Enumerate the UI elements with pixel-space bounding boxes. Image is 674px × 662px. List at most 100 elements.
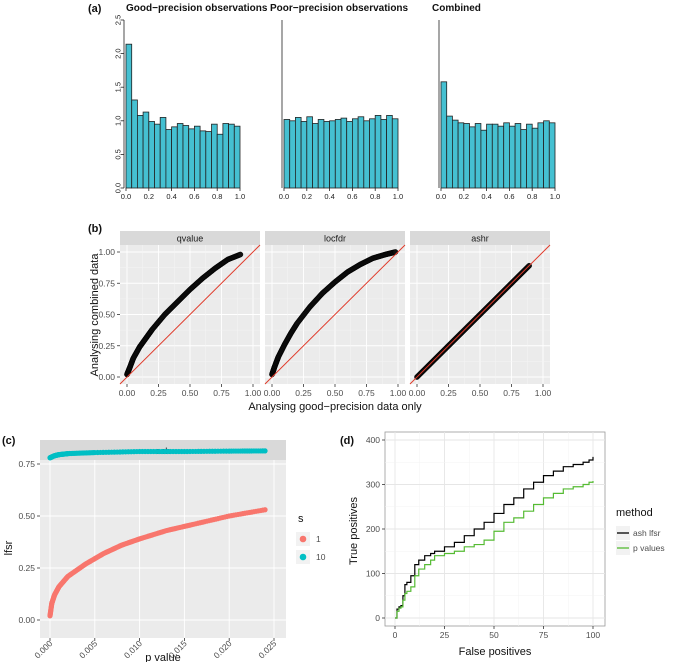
- scatter-point-s1: [262, 507, 268, 513]
- histogram-bar: [520, 129, 527, 189]
- x-tick-label: 0.50: [327, 388, 344, 398]
- histogram-bar: [312, 123, 319, 189]
- facet-strip-label: locfdr: [324, 234, 346, 244]
- y-tick-label: 1.0: [114, 116, 123, 126]
- x-tick-label: 1.0: [550, 192, 560, 201]
- y-axis-title: Analysing combined data: [89, 253, 101, 377]
- histogram-bar: [548, 122, 556, 189]
- x-tick-label: 0.2: [459, 192, 469, 201]
- histogram-bar: [294, 117, 302, 189]
- histogram-bar: [216, 133, 224, 189]
- x-tick-label: 0: [393, 630, 398, 640]
- histogram-bar: [497, 125, 505, 189]
- x-tick-label: 0.50: [472, 388, 489, 398]
- x-tick-label: 1.00: [245, 388, 262, 398]
- x-tick-label: 0.6: [189, 192, 199, 201]
- y-tick-label: 2.5: [114, 15, 123, 25]
- x-tick-label: 0.25: [440, 388, 457, 398]
- x-tick-label: 1.0: [235, 192, 245, 201]
- x-tick-label: 0.010: [122, 638, 144, 660]
- y-tick-label: 0.00: [98, 372, 115, 382]
- x-tick-label: 100: [586, 630, 600, 640]
- x-axis-title: p value: [145, 652, 180, 662]
- panel-d-roc-plot: 0 100 200 300 400 0 25 50 75 100 False positives Tr…: [348, 431, 665, 658]
- histogram-bar: [188, 128, 195, 189]
- histogram-bar: [537, 122, 545, 189]
- y-tick-label: 1.5: [114, 82, 123, 92]
- histogram-bar: [446, 115, 453, 189]
- legend-label: p values: [633, 543, 665, 553]
- y-tick-label: 300: [366, 480, 380, 490]
- x-tick-label: 1.00: [535, 388, 552, 398]
- reference-line-y-equals-x: [409, 244, 551, 385]
- histogram-title-1: Good−precision observations: [126, 3, 268, 14]
- x-tick-label: 0.6: [347, 192, 357, 201]
- x-tick-label: 0.75: [213, 388, 230, 398]
- scatter-point: [237, 251, 244, 258]
- histogram-bar: [199, 130, 207, 189]
- x-tick-label: 0.8: [370, 192, 380, 201]
- x-tick-label: 0.25: [295, 388, 312, 398]
- legend-key-dot: [299, 535, 307, 543]
- histogram-bar: [508, 125, 516, 189]
- histogram-title-2: Poor−precision observations: [270, 3, 409, 14]
- panel-label-c: (c): [2, 435, 16, 447]
- panel-a-histograms: Good−precision observations 0.0 0.2 0.4 0.6 0…: [114, 3, 561, 201]
- histogram-bar: [457, 122, 465, 189]
- x-tick-label: 0.4: [324, 192, 334, 201]
- legend-label: 1: [316, 534, 321, 544]
- histogram-bar: [159, 117, 167, 189]
- histogram-bar: [474, 123, 482, 189]
- x-tick-label: 0.0: [121, 192, 131, 201]
- x-tick-label: 0.020: [211, 638, 233, 660]
- histogram-bar: [346, 121, 353, 189]
- legend-title: method: [616, 507, 653, 519]
- scatter-point-s10: [262, 448, 268, 454]
- x-tick-label: 0.75: [503, 388, 520, 398]
- histogram-bar: [289, 120, 296, 189]
- x-axis-title: False positives: [459, 646, 532, 658]
- histogram-bar: [306, 116, 313, 189]
- legend-label: ash lfsr: [633, 528, 661, 538]
- histogram-bar: [357, 116, 365, 189]
- panel-label-a: (a): [88, 3, 102, 15]
- x-tick-label: 0.00: [264, 388, 281, 398]
- histogram-bar: [374, 115, 382, 189]
- histogram-bar: [491, 123, 499, 189]
- x-tick-label: 0.25: [150, 388, 167, 398]
- x-tick-label: 0.75: [358, 388, 375, 398]
- x-tick-label: 0.50: [182, 388, 199, 398]
- y-axis-title: lfsr: [3, 540, 15, 555]
- legend-key-dot: [299, 553, 307, 561]
- y-tick-label: 200: [366, 524, 380, 534]
- histogram-bar: [182, 125, 190, 189]
- x-tick-label: 0.2: [302, 192, 312, 201]
- x-tick-label: 75: [539, 630, 549, 640]
- facet-strip-label: qvalue: [177, 234, 204, 244]
- histogram-bar: [380, 119, 387, 189]
- x-tick-label: 0.0: [279, 192, 289, 201]
- histogram-bar: [363, 120, 370, 189]
- reference-line-y-equals-x: [119, 244, 261, 385]
- x-tick-label: 1.00: [390, 388, 407, 398]
- x-tick-label: 0.4: [166, 192, 176, 201]
- histogram-bar: [142, 111, 150, 189]
- y-tick-label: 0.50: [98, 310, 115, 320]
- histogram-bar: [154, 123, 161, 189]
- histogram-bar: [222, 123, 229, 189]
- y-tick-label: 400: [366, 435, 380, 445]
- histogram-bar: [125, 43, 133, 189]
- facet-strip: [265, 231, 405, 245]
- histogram-bar: [233, 125, 241, 189]
- histogram-bar: [317, 119, 325, 189]
- histogram-bar: [486, 123, 493, 189]
- panel-label-b: (b): [88, 223, 102, 235]
- histogram-bar: [211, 123, 218, 189]
- y-tick-label: 0.75: [18, 459, 35, 469]
- histogram-bar: [386, 115, 393, 189]
- histogram-bar: [440, 81, 448, 189]
- y-tick-label: 0.25: [98, 341, 115, 351]
- histogram-bar: [171, 126, 178, 189]
- y-tick-label: 0.0: [114, 183, 123, 193]
